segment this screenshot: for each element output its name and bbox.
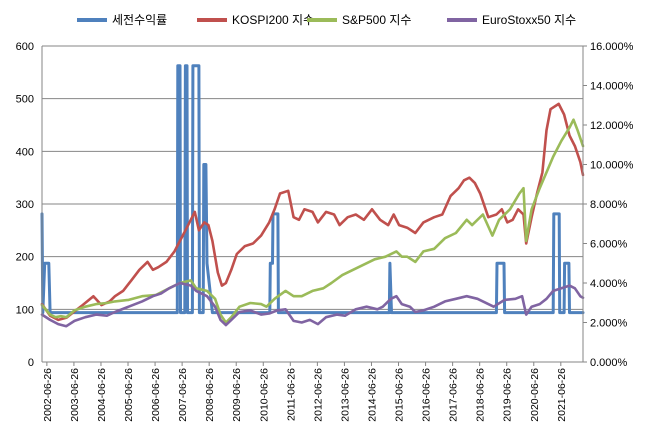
x-tick-label: 2013-06-26 (339, 368, 351, 422)
legend: 세전수익률 KOSPI200 지수 S&P500 지수 EuroStoxx50 지수 (77, 13, 576, 27)
x-tick-label: 2019-06-26 (502, 368, 514, 422)
legend-label-0: 세전수익률 (112, 13, 167, 27)
x-tick-label: 2017-06-26 (448, 368, 460, 422)
x-tick-label: 2005-06-26 (123, 368, 135, 422)
left-tick-label: 200 (16, 252, 34, 264)
x-tick-label: 2012-06-26 (312, 368, 324, 422)
x-tick-label: 2018-06-26 (475, 368, 487, 422)
right-tick-label: 0.000% (590, 357, 628, 369)
x-tick-label: 2008-06-26 (204, 368, 216, 422)
x-tick-label: 2016-06-26 (421, 368, 433, 422)
grid-lines (42, 45, 583, 310)
x-tick-label: 2007-06-26 (177, 368, 189, 422)
x-tick-label: 2002-06-26 (42, 368, 54, 422)
x-tick-label: 2003-06-26 (69, 368, 81, 422)
x-tick-label: 2015-06-26 (394, 368, 406, 422)
legend-label-3: EuroStoxx50 지수 (482, 13, 576, 27)
left-tick-label: 0 (28, 357, 34, 369)
x-tick-label: 2010-06-26 (258, 368, 270, 422)
axes (41, 45, 587, 366)
right-tick-label: 10.000% (590, 160, 634, 172)
x-tick-label: 2014-06-26 (366, 368, 378, 422)
x-tick-label: 2011-06-26 (285, 368, 297, 421)
legend-label-2: S&P500 지수 (342, 13, 411, 27)
x-tick-label: 2004-06-26 (96, 368, 108, 422)
left-tick-label: 100 (16, 304, 34, 316)
x-axis-ticks: 2002-06-26 2003-06-26 2004-06-26 2005-06-26… (42, 368, 568, 422)
left-tick-label: 300 (16, 199, 34, 211)
right-tick-label: 4.000% (590, 278, 628, 290)
left-axis-ticks: 0 100 200 300 400 500 600 (16, 41, 34, 369)
right-tick-label: 8.000% (590, 199, 628, 211)
right-tick-label: 12.000% (590, 120, 634, 132)
series-line-2 (40, 118, 585, 324)
right-tick-label: 16.000% (590, 41, 634, 53)
series-layer (40, 64, 585, 328)
x-tick-label: 2006-06-26 (150, 368, 162, 422)
left-tick-label: 600 (16, 41, 34, 53)
right-axis-ticks: 0.000% 2.000% 4.000% 6.000% 8.000% 10.000% 12.… (590, 41, 634, 369)
right-tick-label: 6.000% (590, 239, 628, 251)
x-tick-label: 2020-06-26 (529, 368, 541, 422)
left-tick-label: 400 (16, 146, 34, 158)
x-tick-label: 2021-06-26 (556, 368, 568, 422)
x-tick-label: 2009-06-26 (231, 368, 243, 422)
series-line-1 (40, 102, 585, 322)
series-line-0 (40, 64, 585, 315)
right-tick-label: 14.000% (590, 81, 634, 93)
left-tick-label: 500 (16, 94, 34, 106)
series-line-3 (40, 281, 585, 328)
right-tick-label: 2.000% (590, 318, 628, 330)
legend-label-1: KOSPI200 지수 (232, 13, 314, 27)
